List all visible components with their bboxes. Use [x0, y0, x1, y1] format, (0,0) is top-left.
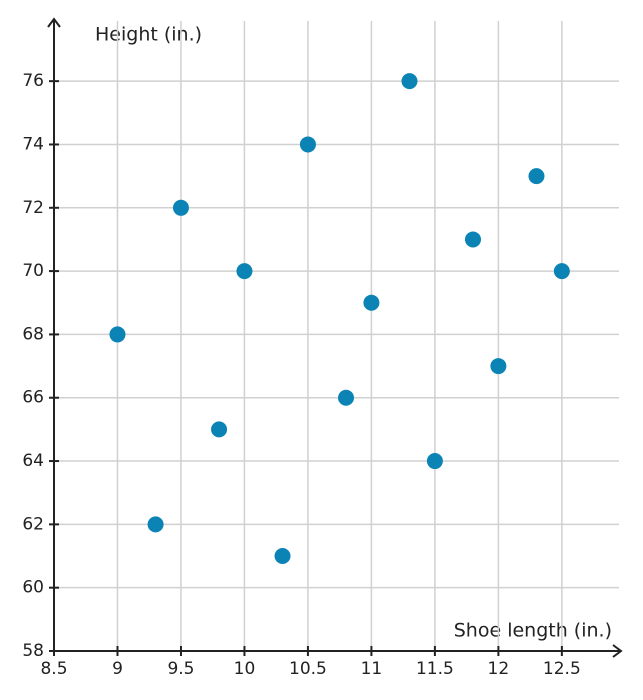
point [236, 263, 253, 280]
x-tick-label: 11.5 [416, 659, 454, 679]
x-tick-label: 10 [234, 659, 256, 679]
point [464, 231, 481, 248]
x-tick-label: 10.5 [289, 659, 327, 679]
point [299, 136, 316, 153]
point [401, 73, 418, 90]
x-axis-label: Shoe length (in.) [454, 620, 612, 642]
x-tick-label: 9.5 [167, 659, 194, 679]
point [490, 358, 507, 375]
point [363, 294, 380, 311]
x-axis [54, 644, 623, 658]
y-tick-label: 68 [22, 324, 44, 344]
point [553, 263, 570, 280]
point [426, 453, 443, 470]
point [211, 421, 228, 438]
y-tick-label: 66 [22, 388, 44, 408]
y-axis-label: Height (in.) [95, 24, 202, 46]
y-tick-label: 72 [22, 198, 44, 218]
point [147, 516, 164, 533]
point [172, 199, 189, 216]
x-tick-label: 9 [112, 659, 123, 679]
y-axis [47, 17, 61, 651]
y-tick-label: 58 [22, 641, 44, 661]
point [338, 389, 355, 406]
x-tick-label: 12 [488, 659, 510, 679]
x-tick-label: 8.5 [40, 659, 67, 679]
point [109, 326, 126, 343]
y-tick-label: 64 [22, 451, 44, 471]
y-tick-label: 60 [22, 578, 44, 598]
x-tick-label: 12.5 [543, 659, 581, 679]
y-tick-label: 70 [22, 261, 44, 281]
x-tick-label: 11 [361, 659, 383, 679]
y-tick-label: 76 [22, 71, 44, 91]
point [528, 168, 545, 185]
y-tick-label: 74 [22, 134, 44, 154]
point [274, 548, 291, 565]
y-tick-label: 62 [22, 514, 44, 534]
